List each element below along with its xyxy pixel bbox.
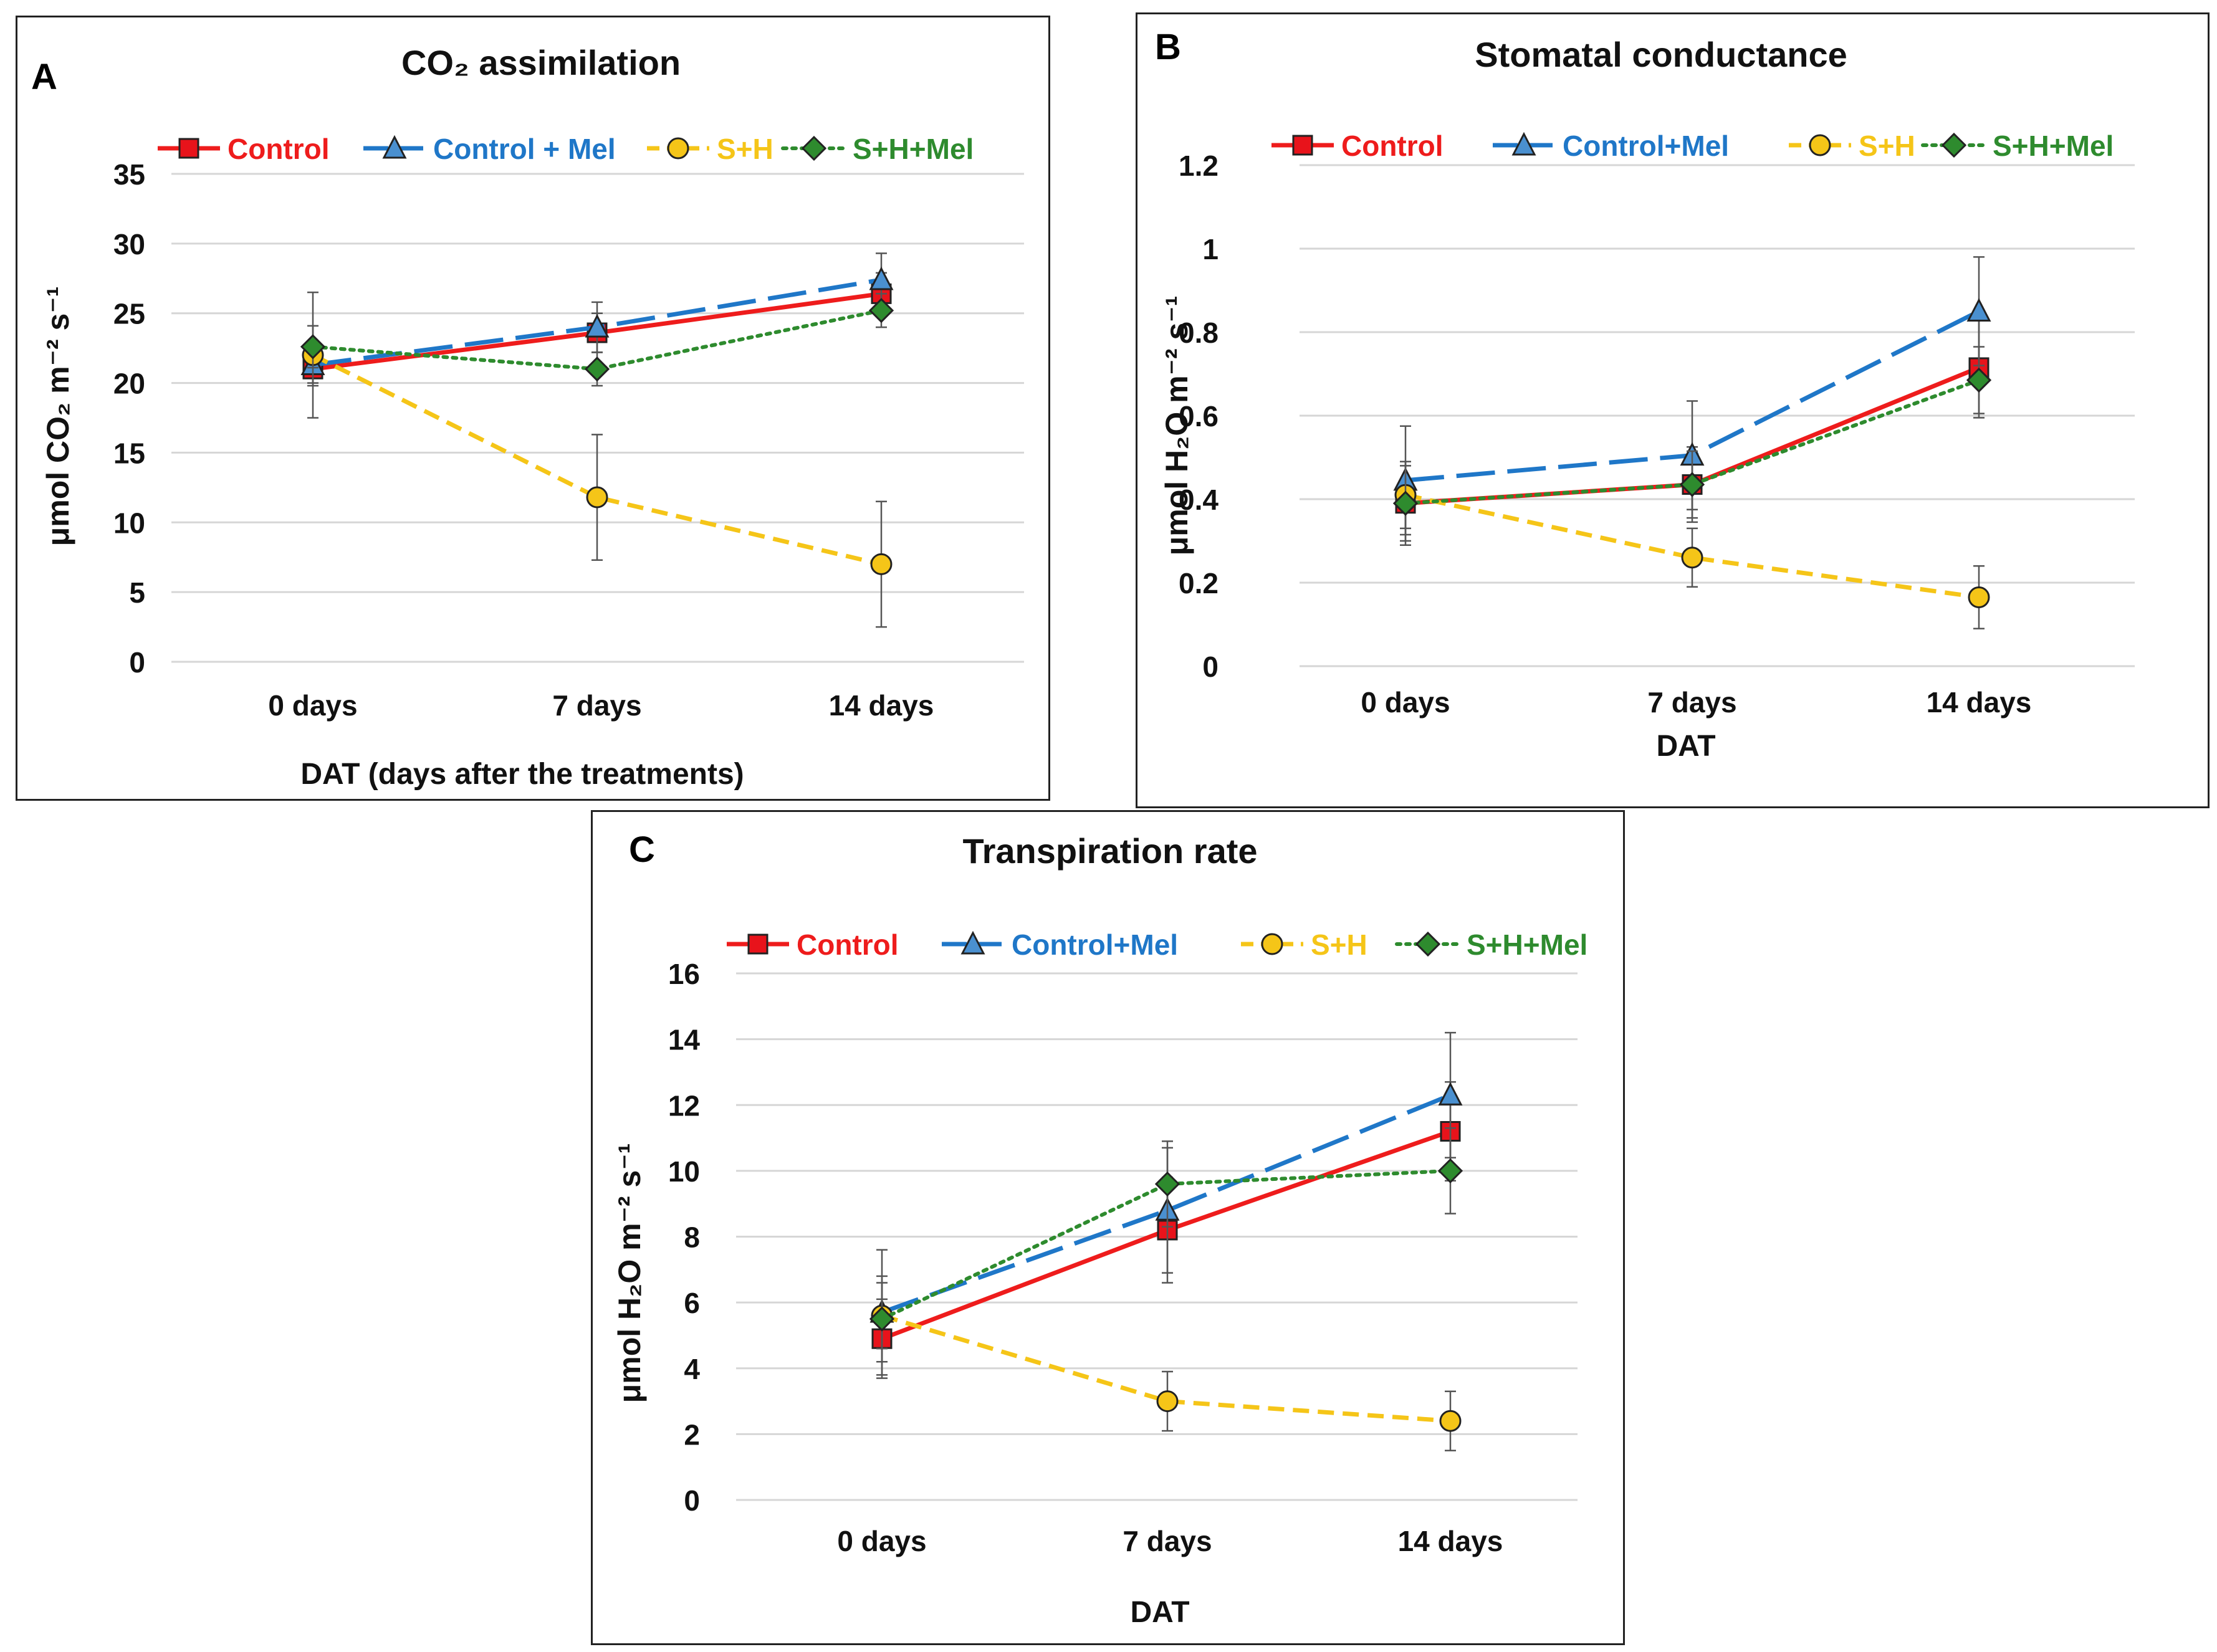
y-axis-label: μmol H₂O m⁻² s⁻¹ (612, 1144, 647, 1403)
chart-panel-a: A CO₂ assimilation 0 5 10 15 20 25 30 35 0 days 7 d… (16, 16, 1050, 801)
x-tick-label: 0 days (837, 1525, 926, 1557)
chart-title: Transpiration rate (962, 831, 1257, 871)
x-tick-label: 7 days (1123, 1525, 1212, 1557)
chart-panel-b: B Stomatal conductance 0 0.2 0.4 0.6 0.8 1 1.2 0 … (1136, 12, 2210, 808)
legend-label: S+H+Mel (853, 133, 974, 165)
chart-title: CO₂ assimilation (401, 43, 681, 82)
legend-marker (667, 137, 689, 160)
data-point (1156, 1390, 1179, 1413)
y-tick-label: 16 (668, 958, 700, 990)
x-tick-label: 7 days (1647, 686, 1736, 719)
data-point (1966, 298, 1991, 322)
x-tick-label: 7 days (552, 689, 641, 722)
data-point (869, 1306, 895, 1332)
y-tick-label: 0 (1202, 651, 1219, 683)
y-tick-label: 14 (668, 1024, 701, 1056)
legend-label: S+H+Mel (1993, 130, 2114, 162)
y-tick-label: 20 (113, 368, 145, 400)
x-axis-label: DAT (1656, 730, 1715, 763)
y-tick-label: 2 (684, 1418, 700, 1451)
data-point (585, 313, 610, 338)
y-tick-label: 30 (113, 228, 145, 260)
legend-label: Control (227, 133, 330, 165)
data-point (300, 334, 326, 360)
data-point (1438, 1082, 1463, 1105)
y-tick-label: 0 (129, 646, 145, 679)
data-point (868, 298, 894, 323)
data-point (584, 356, 610, 382)
panel-letter: B (1155, 27, 1181, 67)
y-tick-label: 5 (129, 576, 145, 609)
series-line (1404, 378, 1981, 505)
y-tick-label: 10 (668, 1155, 700, 1188)
series-line (881, 1313, 1451, 1423)
data-point (1679, 472, 1705, 497)
data-point (1968, 586, 1990, 608)
x-tick-label: 14 days (1927, 686, 2032, 719)
series-line (312, 353, 882, 566)
x-tick-label: 14 days (829, 689, 934, 722)
y-axis-label: μmol H₂O m⁻² s⁻¹ (1159, 296, 1194, 556)
y-tick-label: 0.6 (1179, 400, 1219, 432)
legend-marker (1292, 135, 1313, 156)
chart-title: Stomatal conductance (1475, 35, 1847, 74)
y-tick-label: 1 (1202, 233, 1219, 265)
data-point (870, 553, 893, 575)
y-tick-label: 10 (113, 507, 145, 539)
y-tick-label: 4 (684, 1353, 700, 1385)
legend-label: S+H (1859, 130, 1915, 162)
data-point (1439, 1410, 1462, 1432)
legend-label: Control+Mel (1563, 130, 1729, 162)
y-axis-label: μmol CO₂ m⁻² s⁻¹ (41, 287, 75, 547)
data-point (1966, 367, 1992, 393)
y-tick-label: 1.2 (1179, 150, 1219, 182)
legend-marker (1261, 933, 1283, 955)
chart-a-svg: A CO₂ assimilation 0 5 10 15 20 25 30 35 0 days 7 d… (31, 43, 1024, 791)
data-point (1681, 547, 1703, 569)
y-tick-label: 0.4 (1179, 484, 1219, 516)
x-tick-label: 14 days (1398, 1525, 1503, 1557)
y-tick-label: 25 (113, 298, 145, 330)
legend-marker (1809, 134, 1831, 156)
y-tick-label: 0.2 (1179, 567, 1219, 599)
legend-marker (960, 930, 985, 955)
legend-marker (1511, 131, 1536, 156)
legend-marker (1941, 132, 1967, 158)
legend-marker (178, 138, 199, 159)
x-tick-label: 0 days (268, 689, 357, 722)
series-line (880, 1168, 1452, 1321)
legend-marker (747, 933, 769, 955)
panel-letter: C (629, 829, 655, 870)
y-tick-label: 15 (113, 437, 145, 469)
data-point (586, 486, 608, 508)
y-tick-label: 12 (668, 1089, 700, 1122)
legend-label: Control+Mel (1012, 929, 1178, 961)
x-tick-label: 0 days (1361, 686, 1450, 719)
data-point (1154, 1171, 1180, 1197)
legend-label: Control + Mel (433, 133, 616, 165)
y-tick-label: 35 (113, 158, 145, 191)
x-axis-label: DAT (1130, 1596, 1189, 1629)
legend-label: Control (797, 929, 899, 961)
legend-label: S+H+Mel (1467, 929, 1587, 961)
chart-c-svg: C Transpiration rate 0 2 4 6 8 10 12 14 16 0 days 7 … (612, 829, 1587, 1629)
legend-marker (1415, 931, 1441, 957)
x-axis-label: DAT (days after the treatments) (300, 758, 744, 791)
legend-marker (382, 135, 407, 159)
chart-b-svg: B Stomatal conductance 0 0.2 0.4 0.6 0.8 1 1.2 0 … (1155, 27, 2135, 763)
legend-label: S+H (717, 133, 773, 165)
panel-letter: A (31, 57, 57, 97)
data-point (1437, 1158, 1463, 1183)
y-tick-label: 0 (684, 1484, 700, 1517)
y-tick-label: 6 (684, 1287, 700, 1319)
y-tick-label: 0.8 (1179, 317, 1219, 349)
legend-label: S+H (1311, 929, 1367, 961)
legend-label: Control (1341, 130, 1444, 162)
chart-panel-c: C Transpiration rate 0 2 4 6 8 10 12 14 16 0 days 7 … (591, 810, 1625, 1645)
data-point (1392, 490, 1419, 516)
legend-marker (801, 135, 827, 161)
series-line (1405, 492, 1980, 599)
data-point (869, 266, 894, 290)
y-tick-label: 8 (684, 1221, 700, 1254)
